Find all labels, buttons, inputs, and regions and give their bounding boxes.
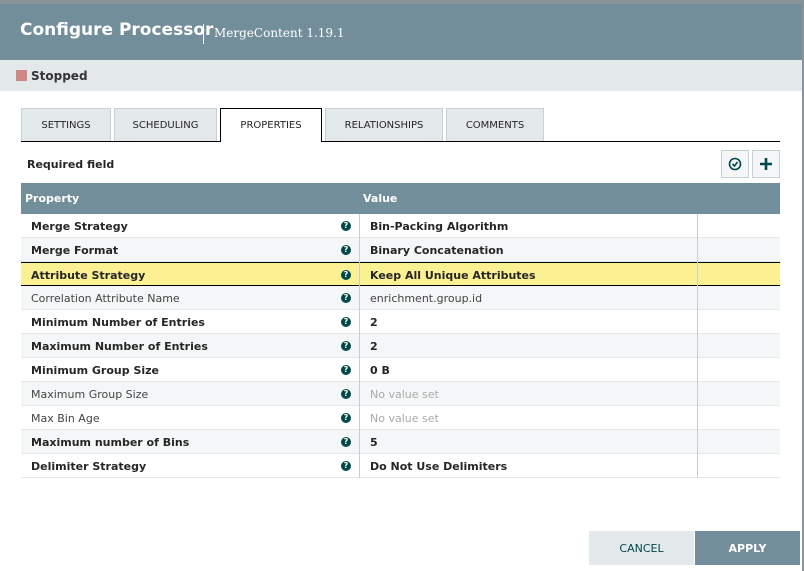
property-row[interactable]: Minimum Group Size? 0 B — [21, 358, 780, 382]
help-icon[interactable]: ? — [341, 365, 351, 375]
property-value: 0 B — [370, 364, 390, 377]
tab[interactable]: SCHEDULING — [114, 108, 217, 141]
property-row[interactable]: Max Bin Age? No value set — [21, 406, 780, 430]
tab[interactable]: COMMENTS — [446, 108, 544, 141]
property-value: Bin-Packing Algorithm — [370, 220, 509, 233]
property-name: Minimum Number of Entries — [31, 316, 205, 329]
add-icon — [760, 158, 772, 170]
help-icon[interactable]: ? — [341, 461, 351, 471]
column-divider — [359, 214, 360, 478]
status-bar: Stopped — [0, 60, 802, 91]
title: Configure Processor — [20, 20, 214, 40]
property-name: Merge Format — [31, 244, 119, 257]
column-divider — [697, 214, 698, 478]
property-value: No value set — [370, 388, 439, 401]
tab[interactable]: RELATIONSHIPS — [325, 108, 443, 141]
required-label: Required field — [27, 158, 115, 171]
status-text: Stopped — [31, 69, 88, 83]
property-name: Delimiter Strategy — [31, 460, 147, 473]
help-icon[interactable]: ? — [341, 413, 351, 423]
property-row[interactable]: Maximum number of Bins? 5 — [21, 430, 780, 454]
cancel-button[interactable]: CANCEL — [589, 531, 694, 565]
property-value: enrichment.group.id — [370, 292, 483, 305]
property-row[interactable]: Maximum Number of Entries? 2 — [21, 334, 780, 358]
property-value: 2 — [370, 340, 378, 353]
column-header: Property — [25, 192, 80, 205]
property-value: 2 — [370, 316, 378, 329]
property-row[interactable]: Maximum Group Size? No value set — [21, 382, 780, 406]
header: Configure Processor MergeContent 1.19.1 — [0, 4, 802, 60]
status-icon — [16, 70, 27, 81]
property-row[interactable]: Correlation Attribute Name? enrichment.gr… — [21, 286, 780, 310]
property-name: Maximum Number of Entries — [31, 340, 208, 353]
property-name: Maximum number of Bins — [31, 436, 190, 449]
tab[interactable]: PROPERTIES — [220, 108, 322, 142]
property-name: Correlation Attribute Name — [31, 292, 180, 305]
help-icon[interactable]: ? — [341, 245, 351, 255]
tab[interactable]: SETTINGS — [21, 108, 111, 141]
help-icon[interactable]: ? — [341, 221, 351, 231]
property-value: Keep All Unique Attributes — [370, 269, 536, 282]
property-name: Max Bin Age — [31, 412, 100, 425]
property-row[interactable]: Attribute Strategy? Keep All Unique Attri… — [21, 262, 780, 286]
property-name: Maximum Group Size — [31, 388, 149, 401]
property-name: Attribute Strategy — [31, 269, 146, 282]
table-header: Property Value — [21, 183, 780, 214]
property-value: 5 — [370, 436, 378, 449]
help-icon[interactable]: ? — [341, 389, 351, 399]
property-row[interactable]: Delimiter Strategy? Do Not Use Delimiters — [21, 454, 780, 478]
verify-icon — [728, 157, 742, 171]
property-row[interactable]: Merge Strategy? Bin-Packing Algorithm — [21, 214, 780, 238]
property-value: No value set — [370, 412, 439, 425]
verify-button[interactable] — [721, 150, 749, 178]
separator — [203, 24, 204, 44]
dialog: Configure Processor MergeContent 1.19.1 … — [0, 4, 802, 571]
help-icon[interactable]: ? — [341, 437, 351, 447]
help-icon[interactable]: ? — [341, 317, 351, 327]
property-value: Do Not Use Delimiters — [370, 460, 508, 473]
property-row[interactable]: Merge Format? Binary Concatenation — [21, 238, 780, 262]
subtitle: MergeContent 1.19.1 — [214, 26, 345, 40]
apply-button[interactable]: APPLY — [695, 531, 800, 565]
property-name: Merge Strategy — [31, 220, 128, 233]
property-name: Minimum Group Size — [31, 364, 160, 377]
column-header: Value — [363, 192, 398, 205]
property-row[interactable]: Minimum Number of Entries? 2 — [21, 310, 780, 334]
property-value: Binary Concatenation — [370, 244, 504, 257]
help-icon[interactable]: ? — [341, 270, 351, 280]
help-icon[interactable]: ? — [341, 293, 351, 303]
tab-line — [21, 141, 780, 142]
add-button[interactable] — [752, 150, 780, 178]
help-icon[interactable]: ? — [341, 341, 351, 351]
